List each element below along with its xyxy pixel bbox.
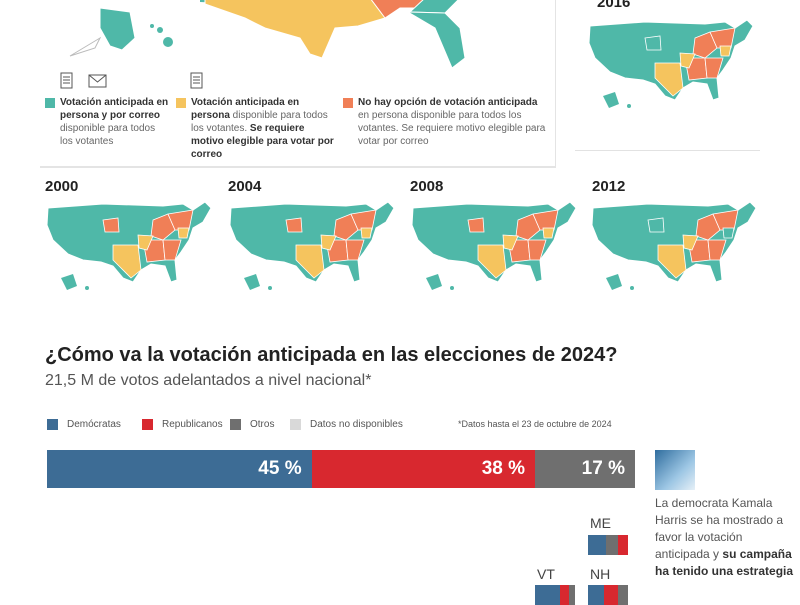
national-stacked-bar: 45 % 38 % 17 % xyxy=(47,450,635,488)
state-region xyxy=(345,239,365,261)
legend-text: en persona disponible para todos los vot… xyxy=(358,110,546,147)
kamala-harris-portrait xyxy=(655,450,695,490)
chart-subtitle: 21,5 M de votos adelantados a nivel naci… xyxy=(45,372,372,389)
legend-bold: No hay opción de votación anticipada xyxy=(358,97,538,108)
legend-yellow: Votación anticipada en persona disponibl… xyxy=(176,96,336,161)
us-map-2012 xyxy=(591,201,757,290)
legend-rep: Republicanos xyxy=(142,419,223,430)
state-bar-vt xyxy=(535,585,575,605)
state-bar-segment xyxy=(588,535,607,555)
state-region xyxy=(657,244,687,279)
legend-other: Otros xyxy=(230,419,274,430)
legend-bold: Se requiere motivo elegible para votar p… xyxy=(191,123,334,160)
state-bar-segment xyxy=(604,585,618,605)
legend-label: Republicanos xyxy=(162,419,223,430)
state-bar-nh xyxy=(588,585,628,605)
legend-orange: No hay opción de votación anticipada en … xyxy=(343,96,548,148)
state-bar-segment xyxy=(535,585,561,605)
state-bar-segment xyxy=(588,585,605,605)
state-bar-segment xyxy=(617,585,628,605)
bar-segment-demócratas: 45 % xyxy=(47,450,312,488)
alaska xyxy=(603,92,619,108)
state-region xyxy=(679,52,696,69)
state-region xyxy=(295,244,325,279)
bar-segment-otros: 17 % xyxy=(535,450,635,488)
legend-text: disponible para todos los votantes. xyxy=(191,110,328,134)
state-region xyxy=(719,45,732,57)
state-region xyxy=(647,217,665,233)
note-body: La democrata Kamala Harris se ha mostrad… xyxy=(655,496,784,561)
state-bar-segment xyxy=(617,535,628,555)
year-label: 2008 xyxy=(410,178,444,195)
state-region xyxy=(333,213,359,241)
chart-title: ¿Cómo va la votación anticipada en las e… xyxy=(45,344,618,366)
state-region xyxy=(162,239,182,261)
year-label: 2004 xyxy=(228,178,262,195)
state-region xyxy=(695,213,721,241)
us-map-2004 xyxy=(229,201,395,290)
state-region xyxy=(477,244,507,279)
state-region xyxy=(320,234,337,251)
ballot-icon xyxy=(60,72,76,97)
note-text: La democrata Kamala Harris se ha mostrad… xyxy=(655,495,795,580)
us-map-2008 xyxy=(411,201,577,290)
bar-segment-republicanos: 38 % xyxy=(311,450,536,488)
ballot-icon xyxy=(190,72,206,97)
state-region xyxy=(467,217,485,233)
state-label: NH xyxy=(590,566,611,582)
state-region xyxy=(692,31,718,59)
alaska xyxy=(426,274,442,290)
state-region xyxy=(654,62,684,97)
year-label: 2000 xyxy=(45,178,79,195)
state-region xyxy=(137,234,154,251)
state-bar-segment xyxy=(560,585,569,605)
state-region xyxy=(722,227,735,239)
state-region xyxy=(515,213,541,241)
state-region xyxy=(285,217,303,233)
us-map-2016 xyxy=(588,19,754,108)
state-bar-segment xyxy=(568,585,575,605)
legend-bold: Votación anticipada en persona xyxy=(191,97,300,121)
legend-na: Datos no disponibles xyxy=(290,419,403,430)
orange-swatch xyxy=(343,98,353,108)
state-region xyxy=(502,234,519,251)
note-bold: su campaña ha tenido una estrategia xyxy=(655,547,794,578)
legend-label: Demócratas xyxy=(67,419,121,430)
yellow-swatch xyxy=(176,98,186,108)
main-map-fragment xyxy=(69,0,466,68)
state-region xyxy=(112,244,142,279)
state-region xyxy=(707,239,727,261)
year-label: 2012 xyxy=(592,178,626,195)
map-legend-panel: Votación anticipada en persona y por cor… xyxy=(40,0,556,168)
state-region xyxy=(527,239,547,261)
legend-dem: Demócratas xyxy=(47,419,121,430)
state-region xyxy=(644,35,662,51)
alaska xyxy=(61,274,77,290)
state-region xyxy=(150,213,176,241)
envelope-icon xyxy=(88,74,108,93)
alaska xyxy=(606,274,622,290)
state-region xyxy=(682,234,699,251)
state-region xyxy=(704,57,724,79)
legend-text: disponible para todos los votantes xyxy=(60,123,156,147)
legend-label: Otros xyxy=(250,419,275,430)
footnote: *Datos hasta el 23 de octubre de 2024 xyxy=(458,419,612,429)
us-map-2000 xyxy=(46,201,212,290)
legend-label: Datos no disponibles xyxy=(310,419,403,430)
state-region xyxy=(542,227,555,239)
divider xyxy=(575,150,760,151)
state-label: VT xyxy=(537,566,555,582)
state-bar-me xyxy=(588,535,628,555)
teal-swatch xyxy=(45,98,55,108)
year-label: 2016 xyxy=(597,0,631,11)
state-bar-segment xyxy=(606,535,618,555)
state-region xyxy=(102,217,120,233)
legend-teal: Votación anticipada en persona y por cor… xyxy=(45,96,170,148)
state-region xyxy=(177,227,190,239)
alaska xyxy=(244,274,260,290)
legend-bold: Votación anticipada en persona y por cor… xyxy=(60,97,169,121)
state-label: ME xyxy=(590,515,611,531)
state-region xyxy=(360,227,373,239)
